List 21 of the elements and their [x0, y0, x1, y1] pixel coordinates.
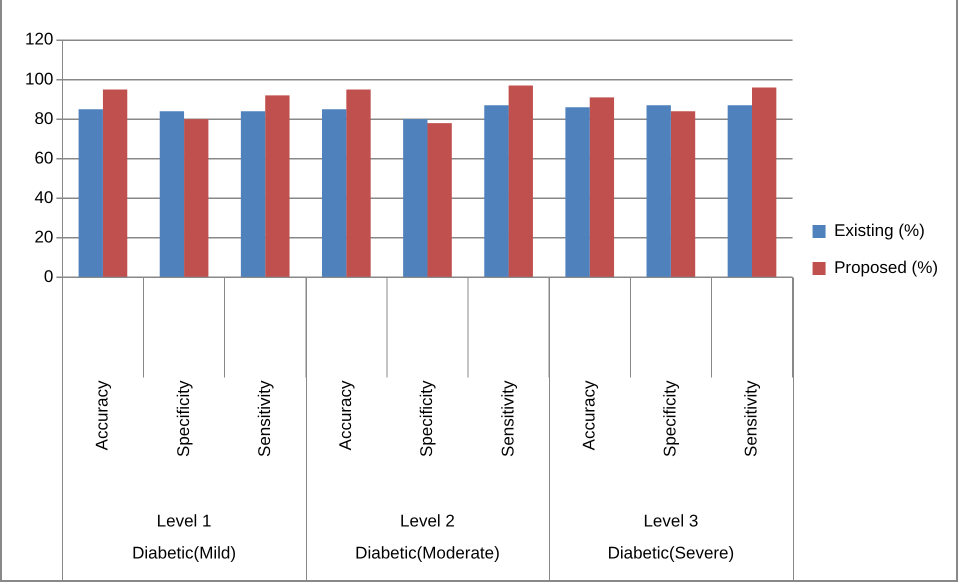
text: Level 2 Diabetic(Moderate): [355, 512, 500, 563]
legend-label: Proposed (%): [834, 258, 938, 278]
x-tick-label: Specificity: [174, 380, 193, 458]
y-tick-label: 100: [24, 69, 54, 88]
x-tick-label: Accuracy: [579, 380, 598, 450]
y-tick-label: 0: [44, 267, 54, 286]
y-tick-label: 80: [34, 108, 54, 128]
x-tick-label: Sensitivity: [742, 380, 761, 458]
x-tick-label: Sensitivity: [254, 380, 274, 458]
y-tick-label: 20: [34, 228, 54, 247]
text: Level 3 Diabetic(Severe): [608, 512, 734, 563]
y-tick-label: 60: [34, 148, 54, 168]
x-tick-label: Sensitivity: [498, 380, 518, 458]
x-tick-label: Accuracy: [92, 380, 112, 450]
x-tick-label: Accuracy: [336, 380, 356, 450]
legend-label: Existing (%): [834, 221, 925, 240]
y-tick-label: 40: [34, 188, 54, 208]
y-tick-label: 120: [24, 30, 54, 49]
text: Level 1 Diabetic(Mild): [132, 512, 236, 563]
x-tick-label: Specificity: [660, 380, 680, 458]
x-tick-label: Specificity: [417, 380, 436, 458]
